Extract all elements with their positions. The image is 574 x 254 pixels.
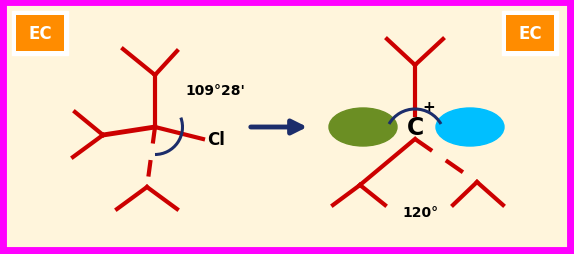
Text: EC: EC [518, 25, 542, 43]
Text: 109°28': 109°28' [185, 84, 245, 98]
Ellipse shape [329, 108, 397, 146]
Text: 120°: 120° [402, 205, 438, 219]
Text: Cl: Cl [207, 131, 225, 148]
Ellipse shape [436, 108, 504, 146]
FancyBboxPatch shape [12, 12, 68, 56]
FancyBboxPatch shape [16, 16, 64, 52]
Text: C: C [406, 116, 424, 139]
FancyBboxPatch shape [502, 12, 558, 56]
Text: +: + [422, 100, 435, 115]
FancyBboxPatch shape [506, 16, 554, 52]
Text: EC: EC [28, 25, 52, 43]
